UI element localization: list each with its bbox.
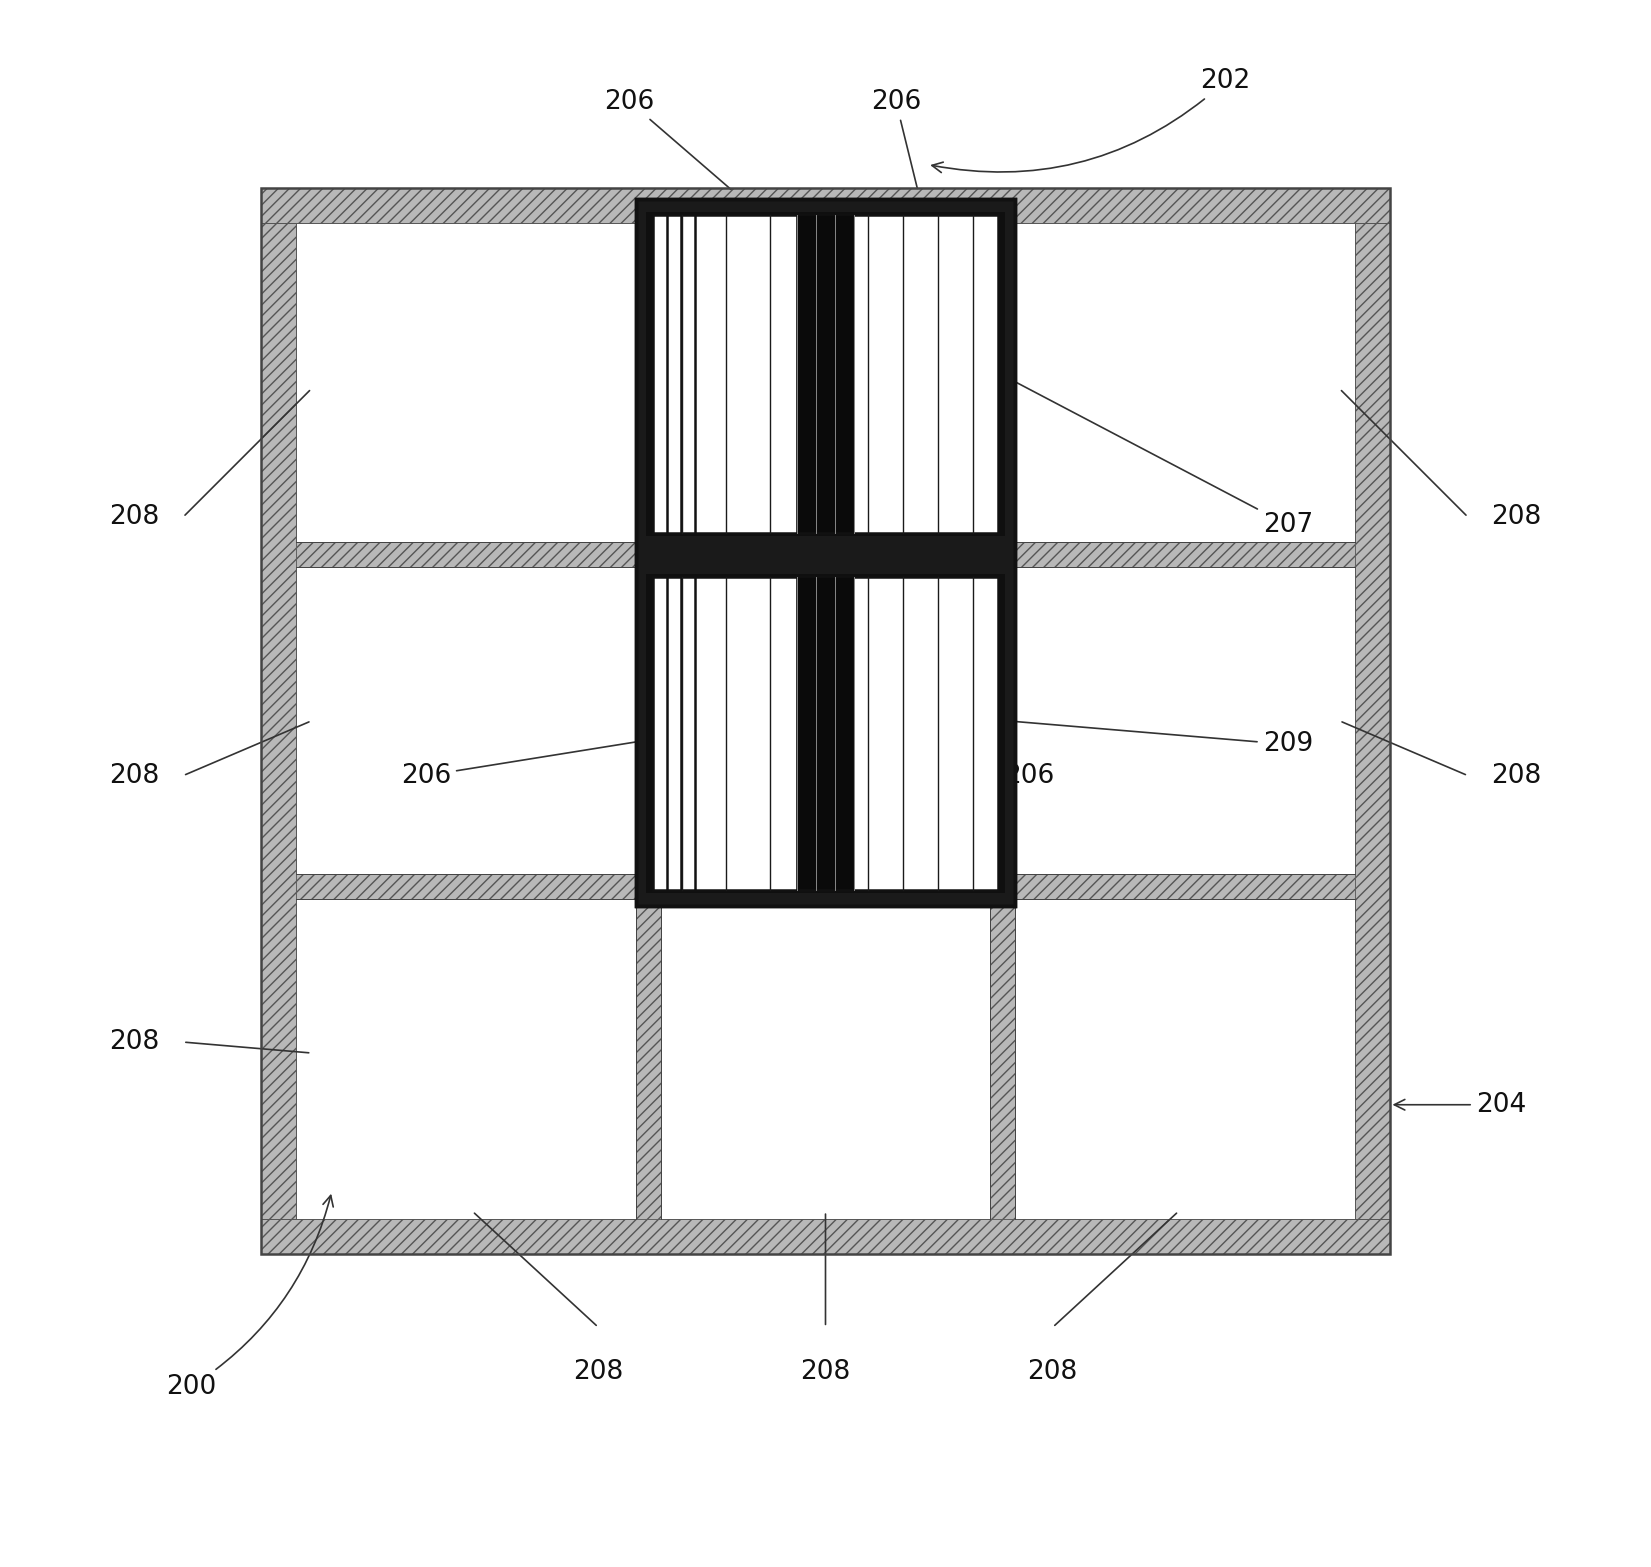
Bar [850, 215, 999, 533]
Bar [261, 188, 1390, 1254]
Text: 206: 206 [964, 735, 1055, 788]
Bar [850, 577, 999, 890]
Bar [296, 542, 1355, 567]
Bar [797, 577, 854, 890]
Text: 208: 208 [801, 1359, 850, 1385]
Text: 208: 208 [109, 505, 160, 530]
Bar [261, 1219, 1390, 1254]
Text: 208: 208 [573, 1359, 624, 1385]
Text: 206: 206 [401, 733, 687, 788]
Text: 209: 209 [972, 718, 1313, 757]
Text: 206: 206 [604, 89, 731, 190]
Text: 206: 206 [870, 89, 921, 188]
Bar [261, 188, 1390, 223]
Bar [822, 215, 971, 533]
Bar [680, 577, 829, 890]
Bar [646, 574, 1005, 893]
Text: 208: 208 [1491, 763, 1542, 788]
Text: 208: 208 [109, 763, 160, 788]
Bar [636, 199, 1015, 906]
Bar [989, 223, 1015, 1219]
Bar [667, 215, 816, 533]
Bar [807, 577, 956, 890]
Bar [835, 215, 984, 533]
Bar [807, 215, 956, 533]
Bar [636, 199, 1015, 906]
Bar [797, 215, 854, 533]
Text: 204: 204 [1393, 1092, 1526, 1117]
Bar [646, 212, 1005, 536]
Bar [822, 577, 971, 890]
Bar [636, 223, 662, 1219]
Text: 208: 208 [1491, 505, 1542, 530]
Bar [695, 577, 844, 890]
Text: 207: 207 [972, 359, 1313, 537]
Text: 208: 208 [109, 1030, 160, 1055]
Text: 200: 200 [165, 1196, 334, 1399]
Bar [1355, 223, 1390, 1219]
Bar [296, 874, 1355, 899]
Bar [835, 577, 984, 890]
Bar [652, 215, 801, 533]
Text: 208: 208 [1027, 1359, 1078, 1385]
Bar [695, 215, 844, 533]
Bar [680, 215, 829, 533]
Text: 202: 202 [931, 69, 1250, 172]
Bar [667, 577, 816, 890]
Bar [652, 577, 801, 890]
Bar [261, 223, 296, 1219]
